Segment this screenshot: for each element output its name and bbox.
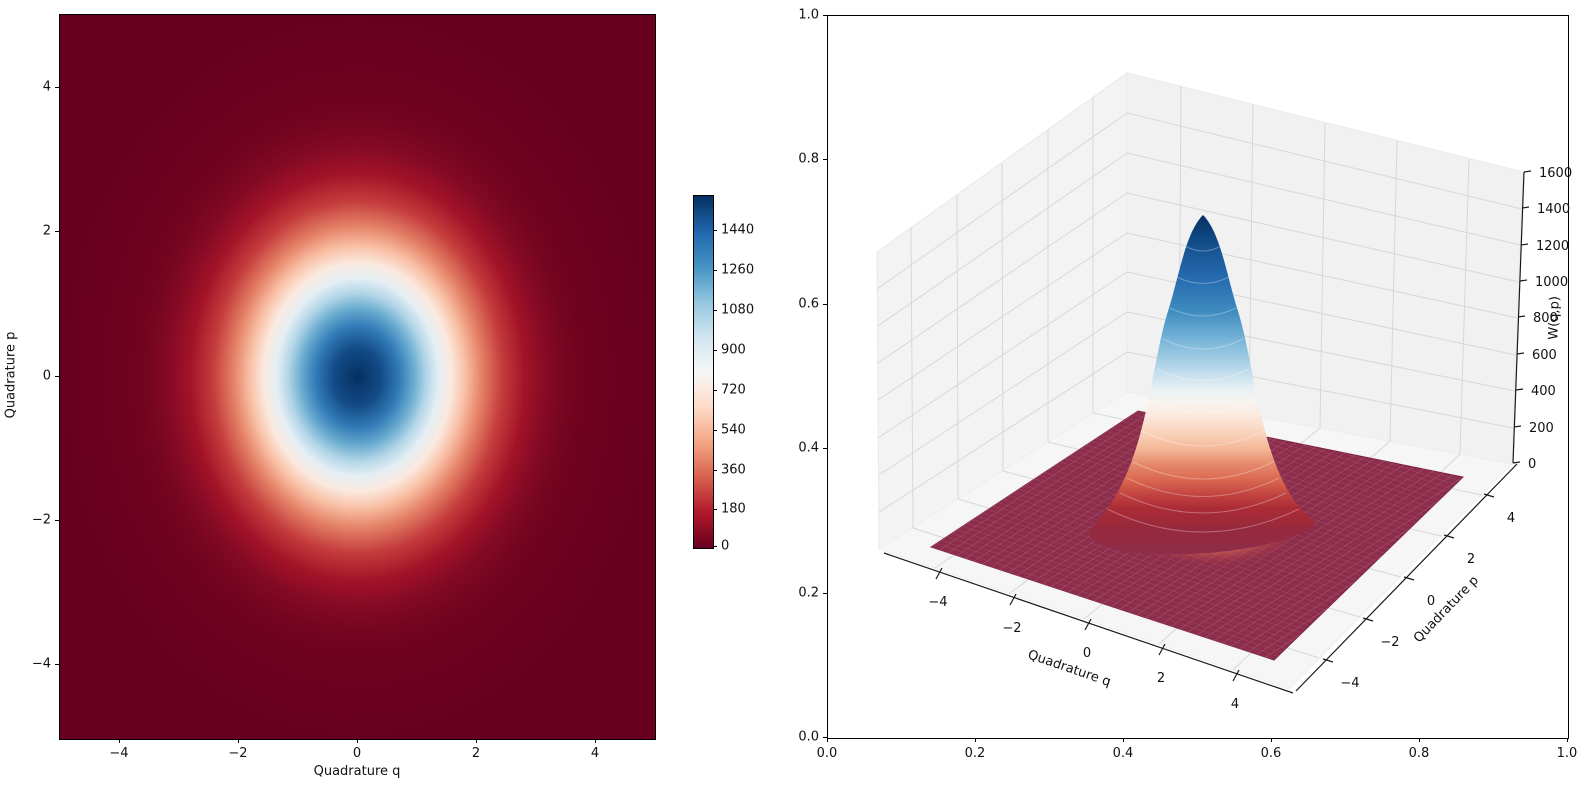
colorbar-tickmark: [713, 270, 717, 271]
frame-y-tickmark: [823, 159, 827, 160]
frame-y-tickmark: [823, 593, 827, 594]
y3d-tick-label: −4: [1340, 676, 1359, 691]
colorbar-tick-label: 360: [721, 462, 746, 478]
z3d-tick-label: 200: [1529, 421, 1554, 436]
frame-y-tickmark: [823, 737, 827, 738]
frame-y-tick-label: 0.0: [798, 729, 819, 745]
colorbar-tick-label: 900: [721, 342, 746, 358]
y3d-tick-label: −2: [1380, 635, 1399, 650]
frame-x-tickmark: [1567, 738, 1568, 742]
frame-x-tickmark: [1271, 738, 1272, 742]
x-axis-3d: [883, 552, 1294, 694]
colorbar-tick-label: 1440: [721, 222, 755, 238]
outer-axes-frame: [827, 15, 1569, 739]
z3d-tick-label: 0: [1528, 457, 1536, 472]
colorbar-tickmark: [713, 470, 717, 471]
colorbar: [693, 195, 714, 549]
x3d-tick-label: 2: [1157, 671, 1165, 686]
colorbar-tickmark: [713, 390, 717, 391]
y3d-tick-label: 2: [1467, 552, 1475, 567]
x-tick-label: 0: [352, 746, 362, 761]
x-axis-3d-label: Quadrature q: [1026, 647, 1113, 689]
frame-x-tick-label: 0.4: [1112, 746, 1134, 761]
x-tickmark: [476, 739, 477, 743]
frame-y-tickmark: [823, 15, 827, 16]
x-axis-label: Quadrature q: [313, 764, 401, 779]
colorbar-tick-label: 540: [721, 422, 746, 438]
y-axis-3d-label: Quadrature p: [1411, 573, 1482, 646]
colorbar-tickmark: [713, 430, 717, 431]
y-tickmark: [55, 231, 59, 232]
y-tickmark: [55, 664, 59, 665]
colorbar-tickmark: [713, 509, 717, 510]
y3d-tick-label: 0: [1427, 594, 1435, 609]
frame-x-tickmark: [827, 738, 828, 742]
y3d-tick-label: 4: [1507, 511, 1515, 526]
z3d-tick-label: 1600: [1539, 166, 1572, 181]
x3d-tick-label: −4: [928, 595, 947, 610]
frame-y-tickmark: [823, 304, 827, 305]
frame-x-tick-label: 0.6: [1260, 746, 1282, 761]
x-tickmark: [119, 739, 120, 743]
x-tick-label: 4: [590, 746, 600, 761]
frame-x-tickmark: [1123, 738, 1124, 742]
z3d-tick-label: 400: [1531, 384, 1556, 399]
y-tickmark: [55, 376, 59, 377]
colorbar-tickmark: [713, 230, 717, 231]
x-tickmark: [238, 739, 239, 743]
frame-y-tick-label: 0.8: [798, 151, 819, 167]
y-axis-3d: [1295, 463, 1518, 692]
surface-mesh-arcs: [1106, 245, 1300, 533]
z3d-tick-label: 1400: [1537, 202, 1570, 217]
z3d-tick-label: 600: [1532, 348, 1557, 363]
frame-y-tick-label: 1.0: [798, 7, 819, 23]
frame-y-tickmark: [823, 448, 827, 449]
y-tick-label: −4: [31, 656, 51, 672]
surface-3d-plot: −4 −2 0 2 4 Quadrature q −4 −2 0 2 4 Qua…: [876, 72, 1572, 712]
x-tick-label: −2: [228, 746, 248, 761]
x-tickmark: [595, 739, 596, 743]
y-tick-label: 0: [42, 368, 51, 384]
frame-y-tick-label: 0.2: [798, 585, 819, 601]
y-tick-label: 2: [42, 223, 51, 239]
frame-x-tickmark: [1419, 738, 1420, 742]
x3d-tick-label: −2: [1002, 621, 1021, 636]
frame-y-tick-label: 0.4: [798, 440, 819, 456]
surface-gaussian-peak: [1089, 215, 1316, 555]
colorbar-tick-label: 0: [721, 538, 730, 554]
x-tick-label: 2: [471, 746, 481, 761]
frame-x-tick-label: 0.0: [816, 746, 838, 761]
colorbar-tick-label: 1260: [721, 262, 755, 278]
contour-plot: [59, 14, 656, 740]
z-axis-3d: [1512, 170, 1532, 464]
colorbar-tick-label: 1080: [721, 302, 755, 318]
colorbar-tick-label: 720: [721, 382, 746, 398]
colorbar-tickmark: [713, 350, 717, 351]
y-tickmark: [55, 87, 59, 88]
colorbar-tick-label: 180: [721, 501, 746, 517]
colorbar-tickmark: [713, 546, 717, 547]
frame-x-tick-label: 0.2: [964, 746, 986, 761]
y-tick-label: 4: [42, 79, 51, 95]
frame-x-tick-label: 1.0: [1556, 746, 1578, 761]
x3d-tick-label: 0: [1083, 646, 1091, 661]
frame-x-tick-label: 0.8: [1408, 746, 1430, 761]
x3d-tick-label: 4: [1231, 697, 1239, 712]
frame-x-tickmark: [975, 738, 976, 742]
y-axis-label: Quadrature p: [3, 331, 19, 419]
z3d-tick-label: 1200: [1536, 239, 1569, 254]
y-tickmark: [55, 520, 59, 521]
x-tickmark: [357, 739, 358, 743]
z-axis-3d-label: W(q,p): [1546, 296, 1563, 340]
frame-y-tick-label: 0.6: [798, 296, 819, 312]
z3d-tick-label: 1000: [1535, 275, 1568, 290]
colorbar-tickmark: [713, 310, 717, 311]
x-tick-label: −4: [109, 746, 129, 761]
y-tick-label: −2: [31, 512, 51, 528]
z3d-tick-label: 800: [1533, 311, 1558, 326]
